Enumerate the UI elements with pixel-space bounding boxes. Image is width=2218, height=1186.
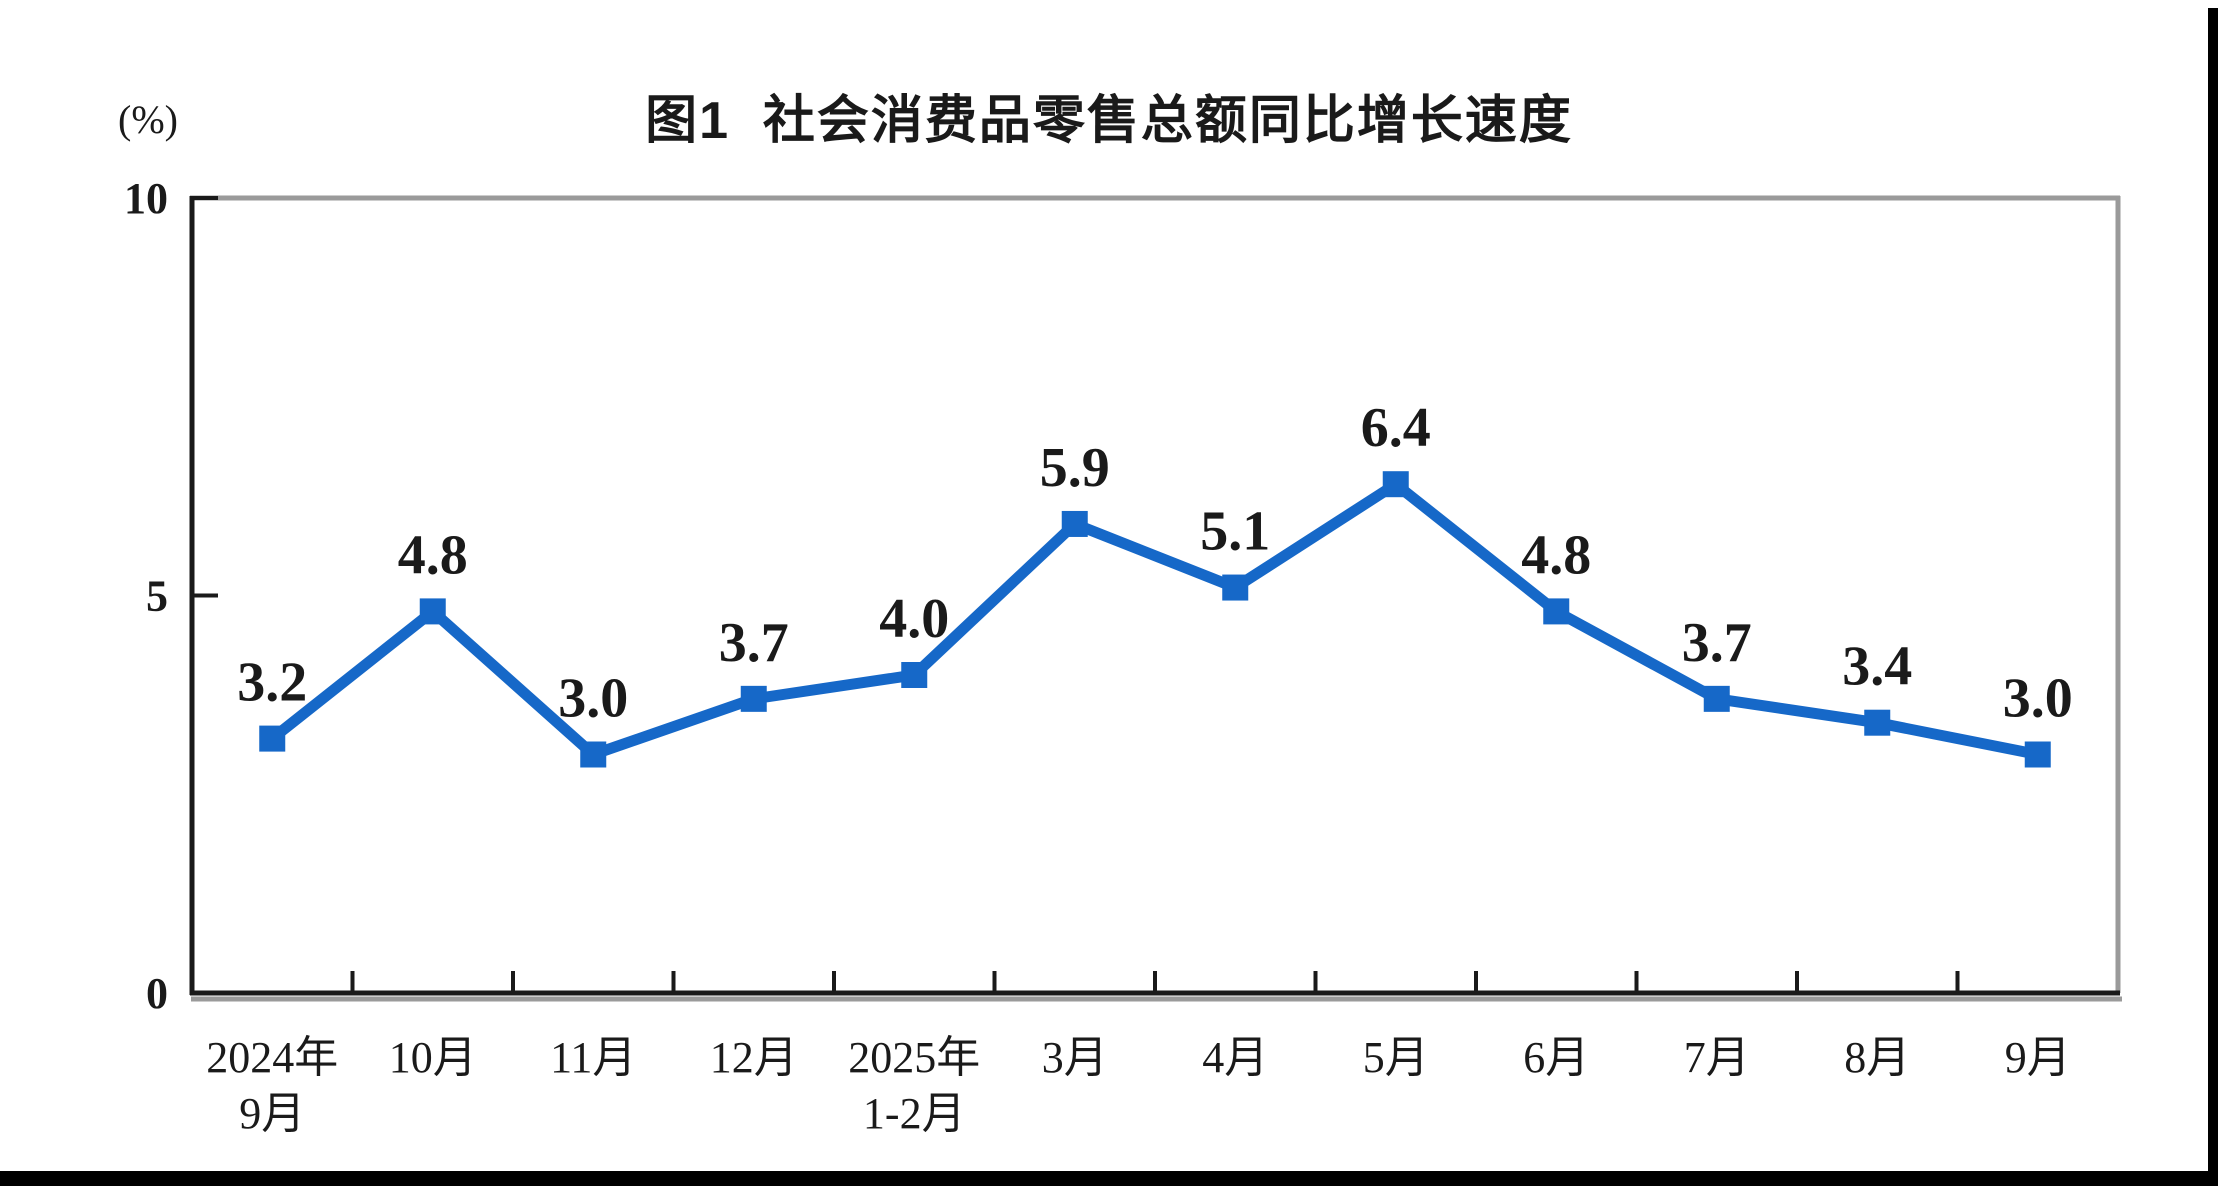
data-point-label: 4.0: [879, 588, 949, 650]
y-axis-unit-label: (%): [118, 97, 178, 142]
y-axis-tick-label: 10: [124, 174, 168, 223]
data-point-marker: [1703, 685, 1730, 712]
x-axis-tick-label: 9月: [2005, 1033, 2071, 1082]
data-point-marker: [1543, 598, 1570, 625]
x-axis-tick-label: 12月: [710, 1033, 798, 1082]
x-axis-tick-label: 5月: [1363, 1033, 1429, 1082]
data-point-label: 5.9: [1040, 437, 1110, 499]
x-axis-tick-label: 4月: [1202, 1033, 1268, 1082]
data-point-label: 3.7: [719, 612, 789, 674]
data-point-marker: [740, 685, 767, 712]
data-point-marker: [1061, 510, 1088, 537]
data-point-label: 5.1: [1200, 501, 1270, 563]
series-line: [266, 478, 2044, 760]
data-point-marker: [1382, 471, 1409, 498]
data-point-label: 3.0: [2003, 668, 2073, 730]
data-point-label: 3.7: [1682, 612, 1752, 674]
x-axis-tick-label: 3月: [1042, 1033, 1108, 1082]
data-point-label: 3.2: [237, 652, 307, 714]
data-point-marker: [580, 741, 607, 768]
data-point-marker: [1864, 709, 1891, 736]
y-axis-tick-label: 5: [146, 572, 168, 621]
x-axis-tick-label: 8月: [1844, 1033, 1910, 1082]
data-point-label: 4.8: [398, 524, 468, 586]
x-axis-tick-label: 2025年 1-2月: [848, 1033, 980, 1138]
data-point-marker: [2024, 741, 2051, 768]
right-edge-bar: [2208, 8, 2218, 1186]
data-point-marker: [901, 662, 928, 688]
x-axis-tick-label: 2024年 9月: [206, 1033, 338, 1138]
bottom-edge-bar: [0, 1171, 2218, 1186]
data-point-label: 3.4: [1842, 636, 1912, 698]
chart-title: 图1 社会消费品零售总额同比增长速度: [645, 92, 1573, 150]
data-point-label: 4.8: [1521, 524, 1591, 586]
x-axis-tick-label: 7月: [1684, 1033, 1750, 1082]
x-axis-tick-label: 10月: [389, 1033, 477, 1082]
data-point-marker: [259, 725, 286, 752]
data-point-marker: [1222, 574, 1249, 601]
y-axis-tick-label: 0: [146, 969, 168, 1018]
x-axis-tick-label: 6月: [1523, 1033, 1589, 1082]
x-axis-tick-label: 11月: [550, 1033, 636, 1082]
data-point-marker: [419, 598, 446, 625]
data-point-label: 3.0: [558, 668, 628, 730]
data-point-label: 6.4: [1361, 397, 1431, 459]
